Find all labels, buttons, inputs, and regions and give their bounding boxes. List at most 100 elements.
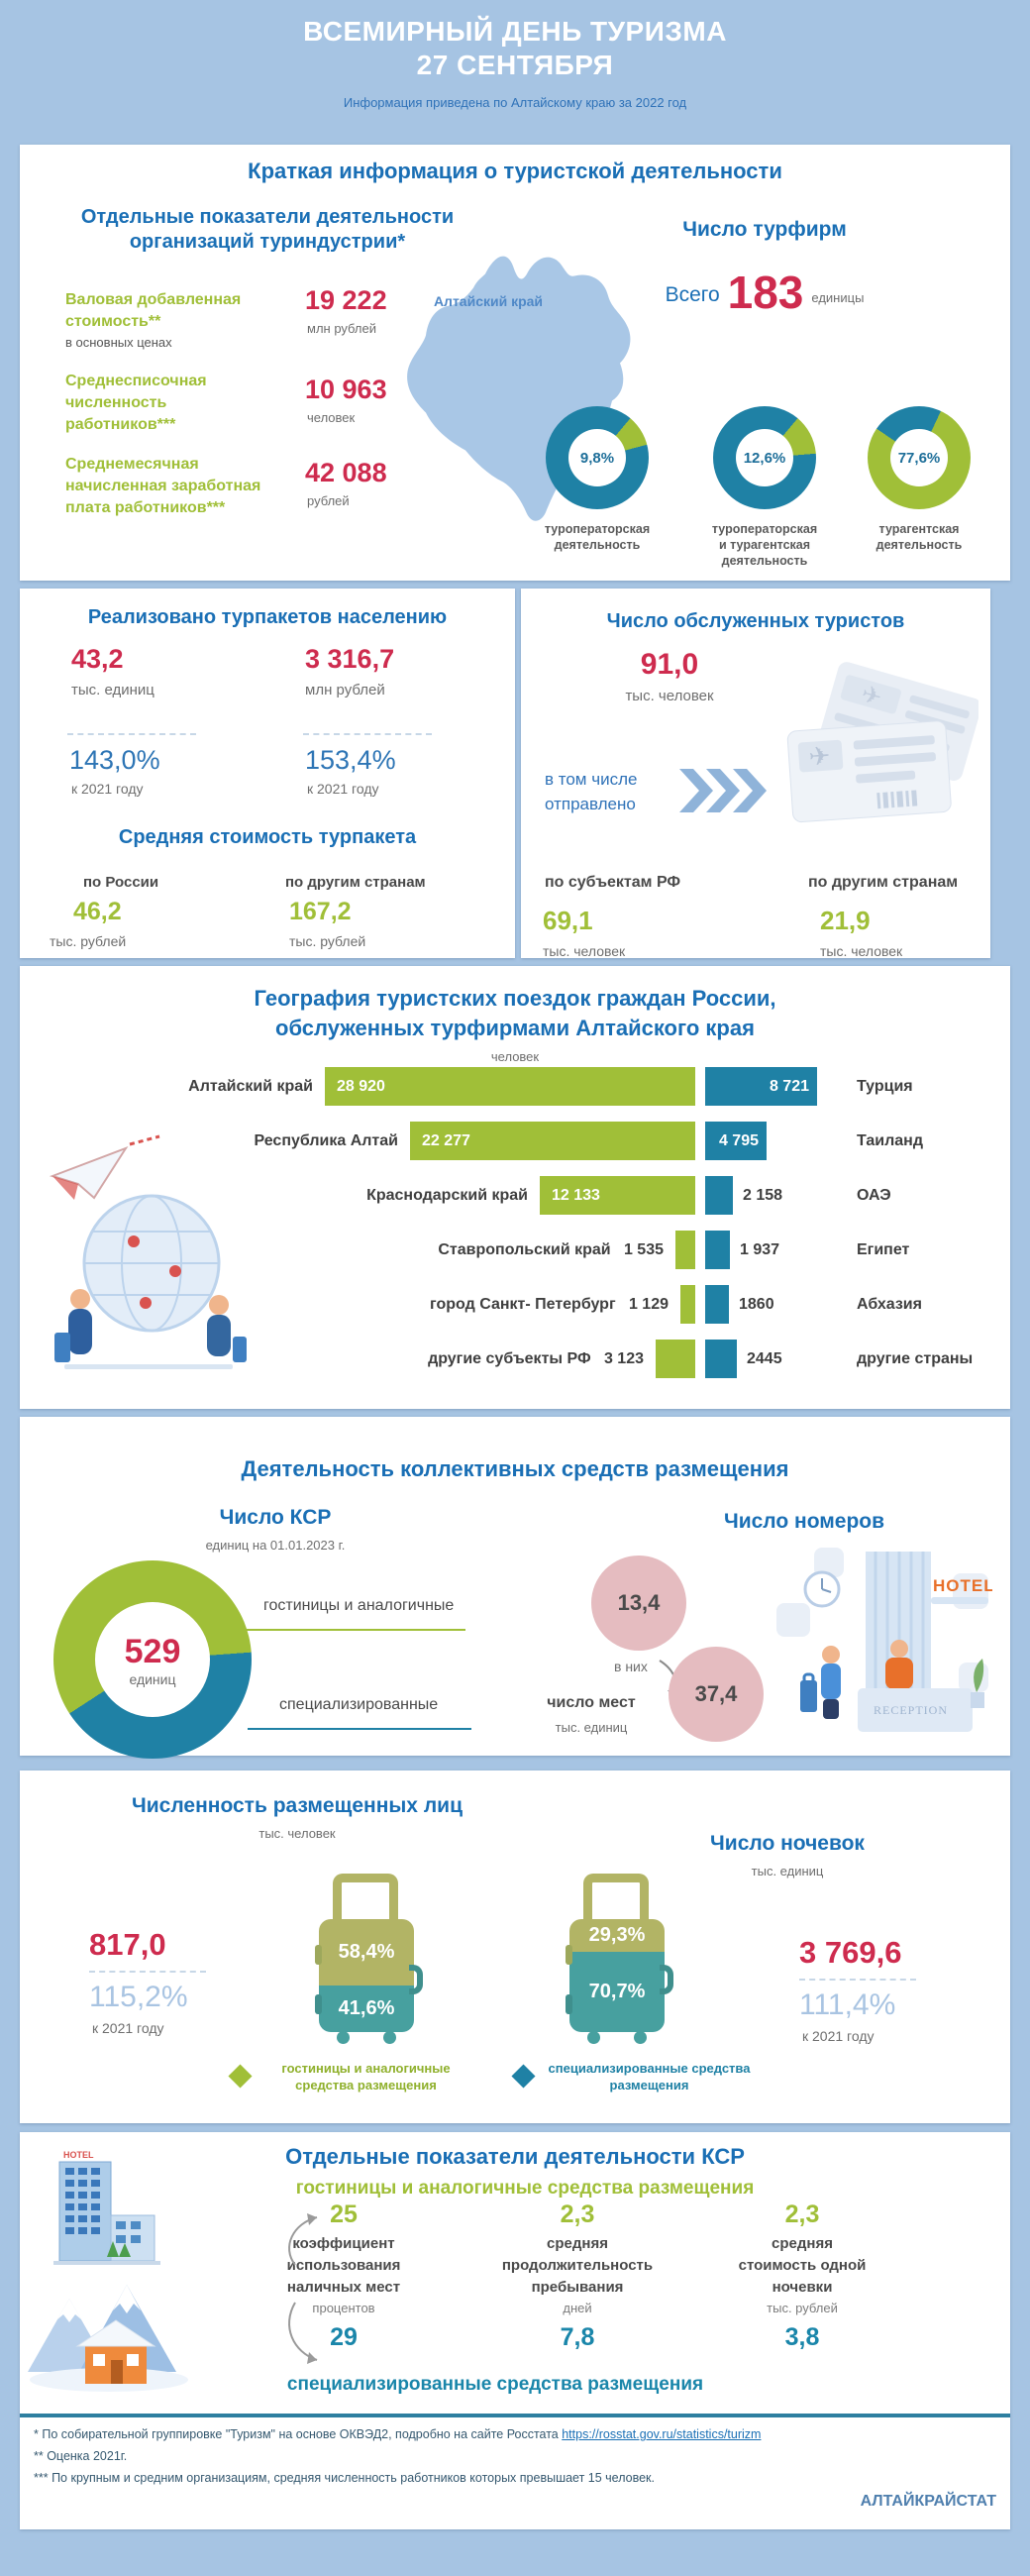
indicator-label: численность <box>65 394 167 411</box>
geo-bar-region <box>675 1231 695 1269</box>
geo-bar-country <box>705 1231 730 1269</box>
geo-region-label: город Санкт- Петербург 1 129 <box>430 1296 669 1313</box>
suitcase-bottom-share: 70,7% <box>569 1952 665 2032</box>
specialized-indicator-value: 3,8 <box>784 2323 820 2351</box>
svg-text:HOTEL: HOTEL <box>63 2150 94 2160</box>
ksr-total-value: 529 <box>124 1632 181 1670</box>
forward-chevrons-icon <box>679 769 767 812</box>
geo-row: город Санкт- Петербург 1 129 1860 Абхазия <box>20 1285 1010 1324</box>
growth-note: к 2021 году <box>802 2028 875 2044</box>
divider <box>799 1979 916 1981</box>
geo-bar-region <box>680 1285 695 1324</box>
served-total-unit: тыс. человек <box>625 688 714 704</box>
divider <box>67 733 196 735</box>
geo-bar-region: 28 920 <box>325 1067 695 1106</box>
hotel-indicator-value: 2,3 <box>560 2200 595 2228</box>
ksr-indicator-column: 2,3 средняя продолжительность пребывания дне… <box>468 2200 686 2356</box>
placed-growth: 115,2% <box>89 1981 188 2013</box>
indicator-unit: дней <box>563 2301 592 2315</box>
ksr-indicator-columns: 25 коэффициент использования наличных мест п… <box>20 2132 1010 2429</box>
geo-country-label: Турция <box>857 1078 913 1095</box>
geo-row: Алтайский край 28 920 8 721 Турция <box>20 1067 1010 1106</box>
geo-unit: человек <box>490 1049 540 1064</box>
sent-rf-label: по субъектам РФ <box>545 874 681 891</box>
suitcase-handle <box>333 1874 398 1923</box>
sent-foreign-value: 21,9 <box>820 906 871 935</box>
rosstat-link[interactable]: https://rosstat.gov.ru/statistics/turizm <box>562 2427 762 2441</box>
packages-count-unit: тыс. единиц <box>71 682 154 698</box>
legend-hotels: гостиницы и аналогичные средства размеще… <box>281 2061 451 2093</box>
geo-country-label: Египет <box>857 1241 910 1258</box>
suitcase-top-share: 58,4% <box>319 1919 414 1986</box>
hotel-indicator-value: 25 <box>330 2200 358 2228</box>
firms-donut: 12,6% <box>713 406 816 509</box>
indicator-unit: человек <box>307 410 356 425</box>
indicator-label-line: коэффициент <box>292 2235 395 2252</box>
geo-country-label: ОАЭ <box>857 1187 891 1204</box>
served-total-value: 91,0 <box>640 648 699 681</box>
indicator-unit: процентов <box>312 2301 375 2315</box>
places-count-bubble: 37,4 <box>669 1647 764 1742</box>
suitcase-chart-nights: 29,3% 70,7% <box>566 1874 673 2044</box>
indicator-label-line: стоимость одной <box>738 2257 867 2274</box>
section-placed-persons: Численность размещенных лиц тыс. человек… <box>20 1771 1010 2123</box>
suitcase-side-handle <box>660 1965 673 1994</box>
indicators-title-line1: Отдельные показатели деятельности <box>80 206 455 228</box>
footnote-1: * По собирательной группировке "Туризм" … <box>34 2427 761 2441</box>
ksr-indicators-title: Отдельные показатели деятельности КСР <box>285 2144 745 2169</box>
indicator-label-line: ночевки <box>772 2279 833 2296</box>
placed-value: 817,0 <box>89 1927 166 1962</box>
specialized-indicator-value: 29 <box>330 2323 358 2351</box>
firms-total: Всего 183 единицы <box>616 269 913 315</box>
indicator-note: в основных ценах <box>65 335 172 350</box>
geo-bar-country <box>705 1340 737 1378</box>
hotel-reception-illustration: HOTEL RECEPTION <box>776 1548 992 1732</box>
packages-sum-growth: 153,4% <box>305 745 396 775</box>
growth-note: к 2021 году <box>71 781 144 797</box>
firms-title: Число турфирм <box>682 218 847 241</box>
ski-chalet-illustration <box>28 2285 188 2392</box>
avg-foreign-value: 167,2 <box>289 898 352 925</box>
ksr-total-unit: единиц <box>129 1670 176 1687</box>
nights-value: 3 769,6 <box>799 1935 902 1970</box>
donut-percent: 77,6% <box>897 449 941 467</box>
hotel-building-illustration: HOTEL <box>53 2150 160 2265</box>
svg-text:RECEPTION: RECEPTION <box>874 1703 948 1717</box>
specialized-indicator-value: 7,8 <box>560 2323 595 2351</box>
packages-sum-unit: млн рублей <box>305 682 385 698</box>
footnote-1-text: * По собирательной группировке "Туризм" … <box>34 2427 559 2441</box>
places-unit: тыс. единиц <box>555 1720 628 1735</box>
indicator-label-line: наличных мест <box>286 2279 401 2296</box>
indicator-label-line: использования <box>286 2257 401 2274</box>
firms-donut: 77,6% <box>868 406 971 509</box>
footnote-3: *** По крупным и средним организациям, с… <box>34 2471 655 2485</box>
packages-count-growth: 143,0% <box>69 745 160 775</box>
rooms-count-bubble: 13,4 <box>591 1556 686 1651</box>
geo-country-value: 1860 <box>739 1296 774 1313</box>
sent-foreign-label: по другим странам <box>808 874 959 891</box>
firms-donut: 9,8% <box>546 406 649 509</box>
section-tourism-activity: Краткая информация о туристской деятельн… <box>20 145 1010 581</box>
geo-title-line1: География туристских поездок граждан Рос… <box>254 986 776 1011</box>
geo-bar-country: 4 795 <box>705 1122 767 1160</box>
svg-text:✈: ✈ <box>808 740 832 771</box>
altai-krai-map <box>407 256 631 521</box>
footer-divider <box>20 2414 1010 2417</box>
specialized-row-label: специализированные средства размещения <box>286 2374 704 2395</box>
travel-globe-illustration <box>49 1134 247 1369</box>
served-tourists-title: Число обслуженных туристов <box>606 610 905 632</box>
org-name: АЛТАЙКРАЙСТАТ <box>860 2493 996 2510</box>
ksr-legend-hotels: гостиницы и аналогичные <box>263 1597 455 1614</box>
indicator-value: 10 963 <box>305 375 387 404</box>
ksr-legend-specialized: специализированные <box>279 1696 439 1713</box>
section-tour-packages: Реализовано турпакетов населению 43,2 ты… <box>20 589 515 958</box>
avg-russia-unit: тыс. рублей <box>50 933 127 949</box>
avg-foreign-label: по другим странам <box>285 874 426 891</box>
footnote-2: ** Оценка 2021г. <box>34 2449 128 2463</box>
packages-sum-value: 3 316,7 <box>305 644 395 674</box>
including-sent-label: в том числе отправлено <box>545 770 638 813</box>
sent-rf-value: 69,1 <box>543 906 593 935</box>
geo-bar-country <box>705 1285 729 1324</box>
curved-arrows-icon <box>288 2213 318 2364</box>
section-served-tourists: Число обслуженных туристов 91,0 тыс. чел… <box>521 589 990 959</box>
